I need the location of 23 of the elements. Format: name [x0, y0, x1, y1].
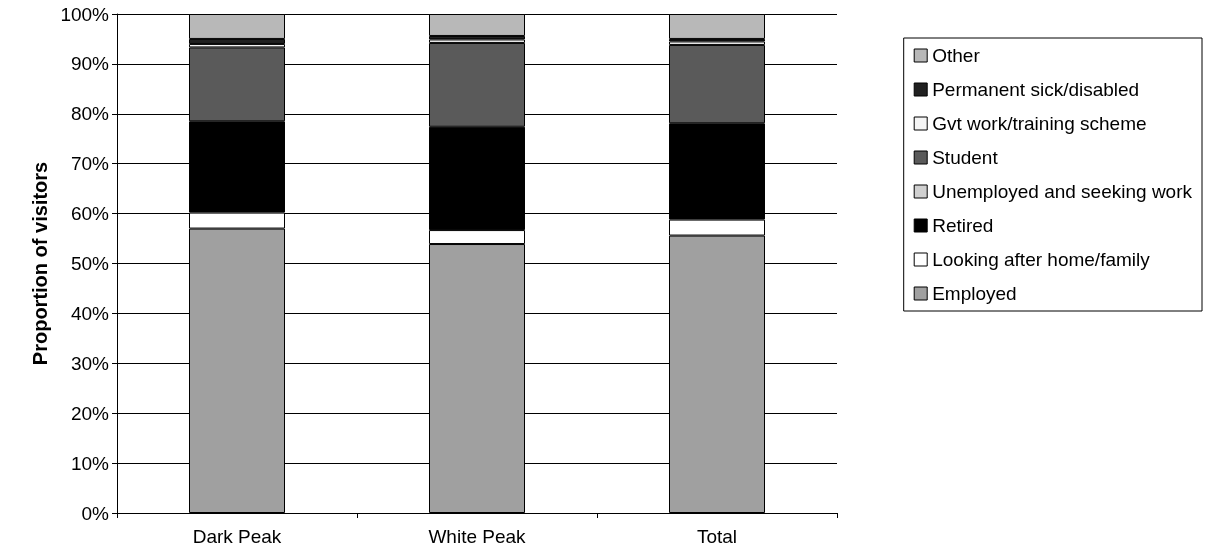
y-tick-label: 80% — [70, 103, 110, 125]
x-tick-label: White Peak — [428, 526, 527, 547]
y-tick-label: 30% — [70, 352, 110, 374]
legend-label: Gvt work/training scheme — [932, 113, 1147, 134]
y-tick-label: 90% — [70, 53, 110, 75]
y-tick-label: 20% — [70, 402, 110, 424]
y-tick-label: 50% — [70, 253, 110, 274]
y-tick-label: 0% — [81, 502, 110, 524]
legend-label: Looking after home/family — [932, 249, 1151, 270]
legend-label: Student — [932, 147, 999, 168]
x-tick-label: Dark Peak — [192, 526, 282, 547]
legend-label: Unemployed and seeking work — [932, 181, 1193, 202]
legend-label: Permanent sick/disabled — [932, 79, 1140, 100]
legend-label: Employed — [932, 283, 1017, 304]
y-tick-label: 40% — [70, 302, 110, 324]
y-tick-label: 70% — [70, 153, 110, 175]
y-axis-title: Proportion of visitors — [28, 161, 51, 366]
y-tick-label: 10% — [70, 452, 110, 474]
legend-label: Retired — [932, 215, 994, 236]
y-tick-label: 60% — [70, 203, 110, 225]
y-tick-label: 100% — [60, 3, 110, 25]
legend-label: Other — [932, 45, 981, 66]
x-tick-label: Total — [696, 526, 738, 547]
